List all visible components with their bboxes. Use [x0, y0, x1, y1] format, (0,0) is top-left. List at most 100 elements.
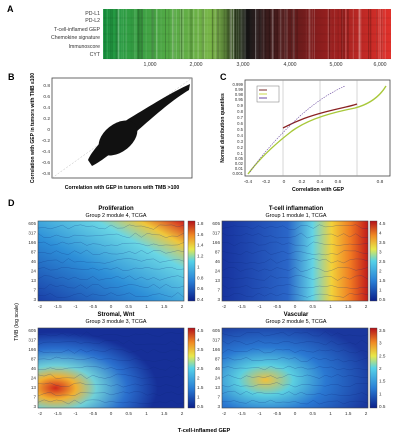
d-xtick: -0.5 [273, 304, 281, 309]
heat-stripe [176, 9, 177, 59]
contour-line [37, 365, 185, 371]
heat-stripe [123, 9, 124, 59]
c-ytick: 0.3 [237, 139, 243, 144]
heat-stripe [115, 9, 117, 59]
heat-stripe [172, 9, 174, 59]
heatmap-contour-overlay [37, 224, 369, 405]
heat-stripe [311, 9, 313, 59]
hm4-subtitle: Group 2 module 5, TCGA [265, 319, 326, 325]
heat-stripe [206, 9, 208, 59]
colorbar-tick: 2.5 [379, 353, 386, 358]
d-xtick: -0.5 [89, 304, 97, 309]
hm2-plot [221, 220, 369, 302]
colorbar-tick: 1.5 [379, 278, 386, 283]
heat-stripe [347, 9, 349, 59]
row-label-pdl1: PD-L1 [85, 11, 100, 17]
c-xtick: 0.6 [335, 179, 342, 185]
d-ytick: 46 [31, 366, 37, 371]
b-ytick: 0.2 [43, 116, 50, 122]
heat-stripe [139, 9, 141, 59]
d-ytick: 605 [212, 328, 220, 333]
heat-stripe [197, 9, 199, 59]
heat-stripe [271, 9, 273, 59]
heat-stripe [211, 9, 214, 59]
heat-stripe [274, 9, 276, 59]
d-xtick: 0 [294, 411, 297, 416]
colorbar-tick: 2.5 [197, 366, 204, 371]
c-ytick: 0.6 [237, 121, 243, 126]
panel-b-scatter-core [98, 120, 138, 156]
panel-b-yticks: 0.8 0.6 0.4 0.2 0 -0.2 -0.4 -0.6 -0.8 [42, 83, 51, 177]
d-xtick: -2 [222, 411, 227, 416]
d-xtick: 1.5 [161, 304, 168, 309]
b-ytick: 0 [47, 127, 50, 133]
heat-stripe [284, 9, 286, 59]
a-xtick: 6,000 [374, 62, 387, 68]
heat-stripe [229, 9, 231, 59]
c-ytick: 0.02 [235, 161, 244, 166]
heat-stripe [168, 9, 170, 59]
a-xtick: 4,000 [284, 62, 297, 68]
heat-stripe [111, 9, 113, 59]
hm3-colorbar [187, 327, 196, 409]
contour-line [221, 241, 369, 247]
c-ytick: 0.2 [237, 145, 243, 150]
heat-stripe [130, 9, 132, 59]
heat-stripe [368, 9, 370, 59]
heat-stripe [193, 9, 195, 59]
c-ytick: 0.001 [233, 171, 244, 176]
d-xtick: 0 [110, 411, 113, 416]
panel-c-xticks: -0.4 -0.2 0 0.2 0.4 0.6 0.8 [244, 179, 384, 185]
heat-stripe [217, 9, 219, 59]
c-ytick: 0.05 [235, 156, 244, 161]
hm3-subtitle: Group 3 module 3, TCGA [85, 319, 146, 325]
contour-line [37, 258, 185, 264]
heat-stripe [276, 9, 278, 59]
contour-line [221, 275, 369, 281]
panel-a-stripes [103, 9, 391, 60]
heat-stripe [171, 9, 174, 59]
contour-line [221, 232, 369, 239]
hm4-colorbar [369, 327, 378, 409]
panel-b-xlabel: Correlation with GEP in tumors with TMB … [65, 185, 180, 191]
panel-c-curve-red [282, 103, 358, 129]
d-ytick: 605 [28, 221, 36, 226]
heat-stripe [238, 9, 240, 59]
heat-stripe [246, 9, 248, 59]
contour-line [221, 357, 369, 363]
d-xtick: 2 [365, 411, 368, 416]
heat-stripe [308, 9, 310, 59]
c-ytick: 0.98 [235, 92, 244, 97]
contour-line [221, 339, 369, 346]
heat-stripe [384, 9, 386, 59]
heat-stripe [165, 9, 166, 59]
panel-d-letter: D [8, 198, 15, 208]
d-xtick: -1 [257, 304, 262, 309]
contour-line [37, 275, 185, 281]
c-xtick: 0.8 [377, 179, 384, 185]
heat-stripe [255, 9, 257, 59]
heat-stripe [329, 9, 331, 59]
contour-line [221, 284, 369, 289]
heat-stripe [358, 9, 360, 59]
contour-line [37, 292, 185, 298]
hm1-colorbar [187, 220, 196, 302]
colorbar-tick: 1.5 [197, 385, 204, 390]
d-ytick: 13 [215, 278, 221, 283]
b-ytick: -0.2 [42, 138, 51, 144]
contour-line [37, 331, 185, 337]
colorbar-tick: 0.5 [197, 404, 204, 409]
hm3-title: Stromal, Wnt [98, 312, 135, 318]
heat-stripe [180, 9, 183, 59]
heat-stripe [191, 9, 193, 59]
heat-stripe [352, 9, 354, 59]
heat-stripe [117, 9, 119, 59]
heat-stripe [257, 9, 259, 59]
heat-stripe [121, 9, 123, 59]
heat-stripe [330, 9, 332, 59]
heat-stripe [126, 9, 128, 59]
heat-stripe [285, 9, 286, 59]
d-ytick: 13 [31, 385, 37, 390]
heat-stripe [156, 9, 158, 59]
panel-c-curve-purple [249, 85, 346, 173]
